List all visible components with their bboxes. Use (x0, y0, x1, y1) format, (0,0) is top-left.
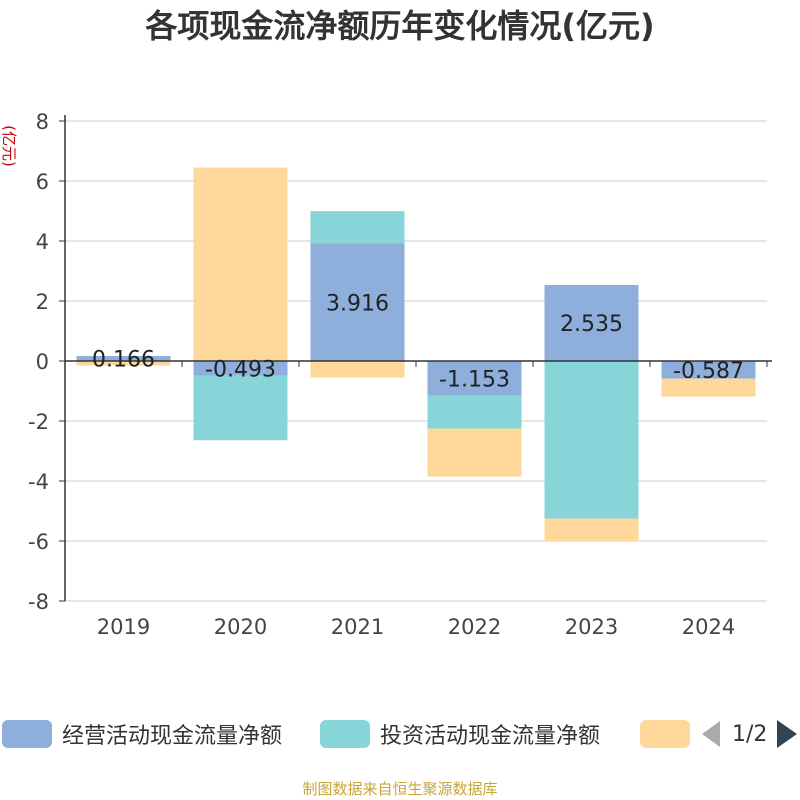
y-tick-label: 6 (36, 170, 49, 194)
bar-investing-2020 (193, 375, 288, 441)
bar-investing-2023 (544, 361, 639, 519)
bar-operating-2024 (661, 361, 756, 379)
x-tick-label: 2022 (448, 615, 501, 639)
bar-financing-2024 (661, 378, 756, 397)
axis-layer: 8 6 4 2 0 -2 -4 -6 -8 2019 2020 2021 2022 2023 2024 (28, 110, 772, 639)
bar-operating-2022 (427, 361, 522, 396)
bar-operating-2019 (76, 356, 171, 361)
legend-pager: 1/2 (698, 716, 800, 752)
chevron-right-icon[interactable] (777, 720, 798, 748)
bar-financing-2019 (76, 361, 171, 366)
x-tick-label: 2021 (331, 615, 384, 639)
bar-operating-2021 (310, 243, 405, 361)
legend-label-investing: 投资活动现金流量净额 (380, 724, 601, 749)
legend-item-financing[interactable] (640, 716, 700, 752)
y-tick-label: 4 (36, 230, 49, 254)
data-label: -0.587 (673, 359, 744, 384)
grid-layer (65, 120, 767, 602)
bar-financing-2023 (544, 518, 639, 541)
legend-swatch-financing (640, 720, 690, 748)
y-tick-label: 0 (36, 350, 49, 374)
bar-operating-2020 (193, 361, 288, 376)
bar-operating-2023 (544, 284, 639, 361)
x-tick-label: 2023 (565, 615, 618, 639)
legend-item-operating[interactable]: 经营活动现金流量净额 (2, 716, 282, 752)
data-label: 2.535 (560, 312, 623, 337)
label-layer: 0.166 -0.493 3.916 -1.153 2.535 -0.587 (92, 291, 744, 392)
x-tick-label: 2024 (682, 615, 735, 639)
bar-financing-2020 (193, 167, 288, 361)
legend-swatch-operating (2, 720, 52, 748)
legend-label-operating: 经营活动现金流量净额 (62, 724, 283, 749)
bar-investing-2022 (427, 395, 522, 429)
data-label: -1.153 (439, 367, 510, 392)
y-tick-label: -2 (28, 410, 49, 434)
y-tick-label: -8 (28, 590, 49, 614)
bar-layer (76, 167, 756, 541)
y-tick-label: -4 (28, 470, 49, 494)
x-tick-label: 2020 (214, 615, 267, 639)
bar-investing-2021 (310, 211, 405, 244)
data-label: 3.916 (326, 291, 389, 316)
legend-item-investing[interactable]: 投资活动现金流量净额 (320, 716, 600, 752)
source-note: 制图数据来自恒生聚源数据库 (302, 780, 498, 798)
x-tick-label: 2019 (97, 615, 150, 639)
chevron-left-icon[interactable] (702, 721, 720, 747)
legend-swatch-investing (320, 720, 370, 748)
y-tick-label: 8 (36, 110, 49, 134)
data-label: -0.493 (205, 357, 276, 382)
data-label: 0.166 (92, 348, 155, 373)
y-tick-label: 2 (36, 290, 49, 314)
chart-title: 各项现金流净额历年变化情况(亿元) (145, 7, 655, 45)
bar-financing-2021 (310, 361, 405, 378)
bar-financing-2022 (427, 428, 522, 477)
y-axis-title: (亿元) (0, 125, 18, 167)
y-tick-label: -6 (28, 530, 49, 554)
legend-page-indicator: 1/2 (732, 721, 768, 747)
